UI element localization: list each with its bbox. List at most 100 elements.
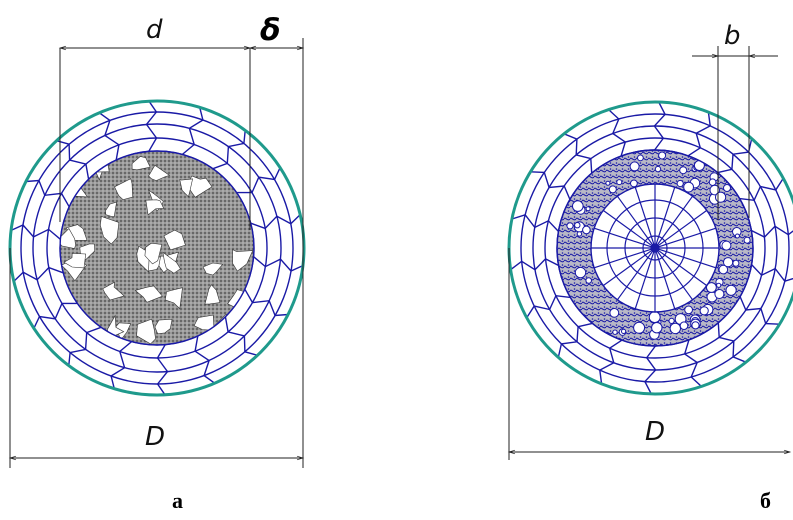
figure-b: b D б bbox=[507, 21, 793, 513]
shell-a-spoke-15 bbox=[212, 130, 246, 170]
inner-spoke-14 bbox=[634, 186, 655, 246]
shell-a-spoke-11 bbox=[56, 140, 90, 180]
pore-b-17 bbox=[576, 231, 583, 237]
pore-a-5 bbox=[186, 175, 213, 198]
shell-b-spoke-9 bbox=[511, 213, 559, 232]
pore-b-45 bbox=[684, 305, 693, 315]
shell-a-spoke-4 bbox=[156, 344, 169, 396]
shell-b-ring-1 bbox=[544, 137, 766, 359]
pore-a-35 bbox=[164, 287, 183, 310]
pore-b-9 bbox=[585, 206, 591, 212]
shell-b-spoke-15 bbox=[717, 138, 753, 174]
label-delta: δ bbox=[260, 13, 281, 48]
pore-b-42 bbox=[743, 236, 751, 244]
pore-b-5 bbox=[723, 184, 731, 192]
pore-b-51 bbox=[734, 233, 740, 239]
dimension-d bbox=[58, 45, 252, 230]
label-b: b bbox=[724, 21, 741, 51]
pore-b-50 bbox=[612, 329, 618, 335]
pore-a-15 bbox=[102, 281, 125, 301]
pore-b-8 bbox=[725, 284, 737, 296]
shell-a-spoke-9 bbox=[10, 224, 61, 240]
shell-b-spoke-1 bbox=[739, 296, 780, 325]
pore-b-26 bbox=[566, 222, 574, 230]
inner-spoke-17 bbox=[656, 195, 694, 246]
pore-a-24 bbox=[86, 155, 110, 173]
shell-a-spoke-12 bbox=[98, 112, 120, 161]
pore-a-22 bbox=[202, 262, 224, 276]
pore-b-41 bbox=[676, 179, 684, 188]
pore-a-26 bbox=[154, 318, 173, 335]
pore-b-64 bbox=[718, 264, 729, 275]
pore-a-37 bbox=[204, 284, 221, 305]
pore-b-38 bbox=[706, 282, 717, 293]
pore-b-16 bbox=[629, 161, 640, 172]
shell-b-ring-3 bbox=[520, 113, 790, 383]
shell-a-spoke-16 bbox=[236, 167, 281, 194]
inner-spoke-11 bbox=[593, 227, 653, 248]
inner-spoke-19 bbox=[657, 227, 717, 248]
pore-b-52 bbox=[668, 317, 675, 324]
inner-radial-web-b bbox=[591, 184, 719, 312]
pore-b-6 bbox=[605, 180, 611, 186]
pore-b-68 bbox=[723, 257, 734, 268]
pore-a-31 bbox=[162, 251, 181, 274]
inner-spoke-16 bbox=[655, 186, 676, 246]
pore-b-55 bbox=[572, 200, 584, 212]
pore-b-62 bbox=[669, 322, 681, 335]
pore-a-19 bbox=[114, 178, 134, 201]
pore-a-13 bbox=[232, 249, 254, 272]
shell-a-spoke-0 bbox=[253, 256, 304, 272]
pore-a-27 bbox=[144, 242, 163, 265]
shell-b-spoke-10 bbox=[530, 171, 571, 200]
pore-b-35 bbox=[708, 178, 717, 186]
pore-a-16 bbox=[145, 199, 165, 216]
shell-a-spoke-14 bbox=[181, 107, 204, 155]
pore-b-60 bbox=[732, 259, 740, 267]
dimension-b bbox=[692, 46, 778, 220]
pore-b-59 bbox=[699, 306, 709, 316]
shell-a-spoke-2 bbox=[224, 316, 258, 356]
shell-a-spoke-6 bbox=[68, 326, 102, 366]
pore-a-7 bbox=[163, 229, 186, 251]
shell-b-spoke-11 bbox=[563, 133, 593, 174]
shell-b-spoke-4 bbox=[644, 345, 657, 395]
pore-a-6 bbox=[99, 216, 120, 245]
inner-spoke-1 bbox=[657, 248, 717, 269]
inner-spoke-18 bbox=[657, 209, 708, 247]
shell-a-ring-0 bbox=[59, 150, 255, 346]
shell-a-spoke-3 bbox=[194, 335, 216, 384]
pore-b-66 bbox=[709, 184, 721, 196]
shell-b-spoke-17 bbox=[751, 225, 793, 238]
shell-b-spoke-7 bbox=[526, 294, 571, 319]
pore-a-10 bbox=[134, 285, 163, 303]
pore-b-69 bbox=[715, 191, 727, 203]
pore-b-56 bbox=[621, 328, 627, 334]
pore-b-24 bbox=[679, 321, 689, 331]
shell-grid-b bbox=[510, 101, 793, 395]
shell-a-spoke-13 bbox=[145, 100, 158, 152]
pore-a-21 bbox=[193, 314, 215, 331]
shell-a-spoke-1 bbox=[244, 288, 289, 317]
shell-b-spoke-3 bbox=[683, 339, 702, 387]
shell-b-spoke-2 bbox=[717, 322, 747, 363]
pore-a-14 bbox=[179, 178, 193, 198]
inner-spoke-3 bbox=[656, 250, 694, 301]
pore-b-58 bbox=[691, 321, 700, 330]
pore-b-65 bbox=[654, 165, 662, 173]
pore-b-18 bbox=[658, 151, 667, 160]
pore-b-47 bbox=[616, 179, 623, 186]
pore-a-34 bbox=[63, 252, 87, 269]
pore-b-67 bbox=[683, 181, 694, 193]
inner-spoke-13 bbox=[616, 195, 654, 246]
inner-spoke-12 bbox=[602, 209, 653, 247]
pore-b-28 bbox=[574, 222, 581, 229]
label-d: d bbox=[146, 15, 163, 45]
caption-b: б bbox=[760, 488, 771, 513]
inner-spoke-9 bbox=[593, 248, 653, 269]
label-D-a: D bbox=[145, 422, 165, 452]
shell-a-spoke-8 bbox=[13, 266, 64, 282]
pore-b-39 bbox=[633, 321, 646, 334]
pore-b-48 bbox=[716, 282, 722, 288]
